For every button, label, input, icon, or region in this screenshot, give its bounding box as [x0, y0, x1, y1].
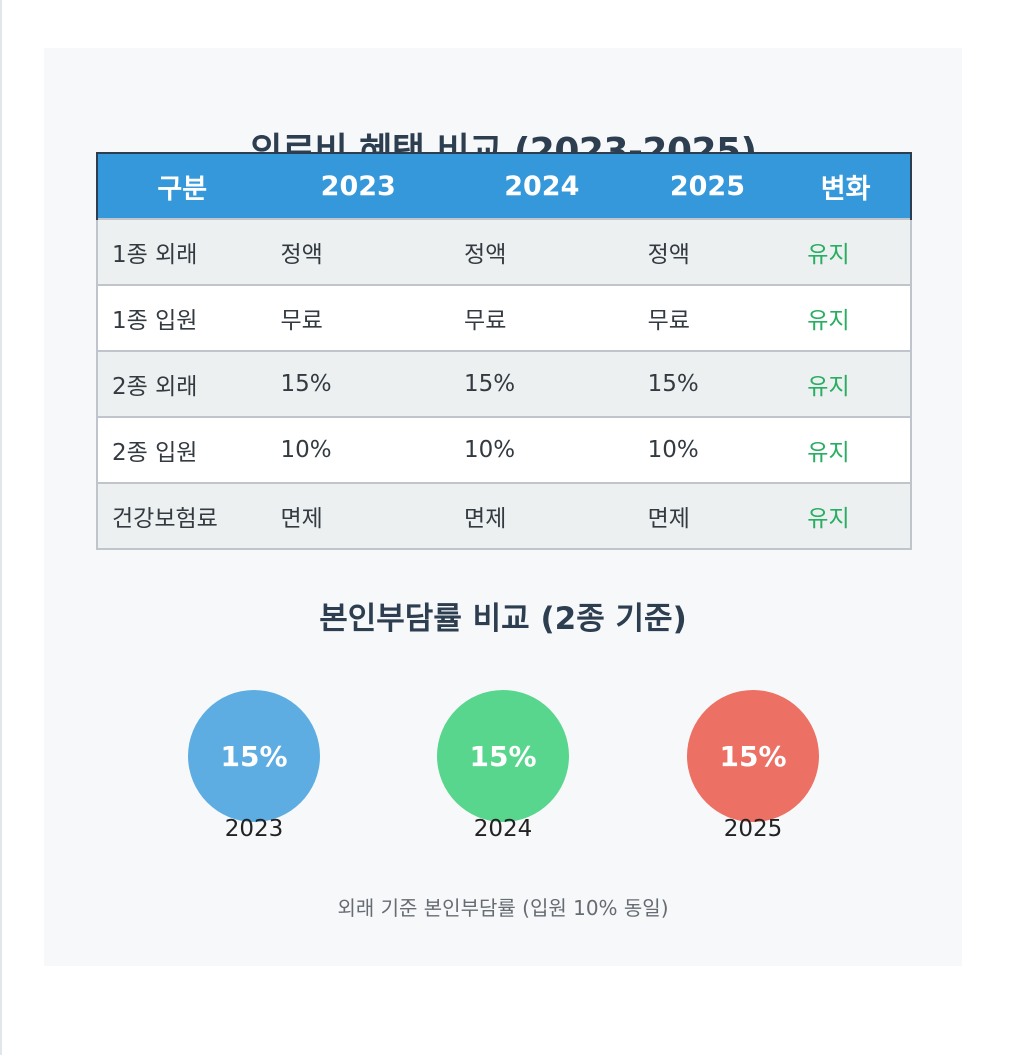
- rate-2024-group: 15% 2024: [437, 690, 569, 842]
- cell-2023: 면제: [266, 482, 451, 550]
- header-category: 구분: [95, 152, 267, 219]
- benefit-table: 구분 2023 2024 2025 변화 1종 외래 정액 정액 정액 유지 1…: [95, 152, 912, 550]
- cell-2025: 15%: [633, 350, 782, 417]
- cell-change: 유지: [781, 416, 912, 483]
- table-row: 2종 외래 15% 15% 15% 유지: [95, 350, 912, 417]
- cell-category: 2종 입원: [95, 416, 267, 483]
- header-change: 변화: [781, 152, 912, 219]
- header-2023: 2023: [266, 152, 451, 219]
- table-header-row: 구분 2023 2024 2025 변화: [95, 152, 912, 219]
- benefit-card: 의료비 혜택 비교 (2023-2025) 구분 2023 2024 2025 …: [44, 48, 962, 966]
- rate-circle-2024: 15%: [437, 690, 569, 822]
- rate-year-2023: 2023: [224, 816, 284, 842]
- cell-change: 유지: [781, 482, 912, 550]
- rate-year-2025: 2025: [723, 816, 783, 842]
- cell-2024: 10%: [450, 416, 634, 483]
- cell-2023: 15%: [266, 350, 451, 417]
- cell-2024: 15%: [450, 350, 634, 417]
- cell-2024: 무료: [450, 284, 634, 351]
- header-2025: 2025: [633, 152, 782, 219]
- cell-2024: 면제: [450, 482, 634, 550]
- cell-2023: 정액: [266, 218, 451, 285]
- cell-2023: 10%: [266, 416, 451, 483]
- cell-change: 유지: [781, 284, 912, 351]
- table-row: 2종 입원 10% 10% 10% 유지: [95, 416, 912, 483]
- cell-2023: 무료: [266, 284, 451, 351]
- cell-2025: 면제: [633, 482, 782, 550]
- cell-2025: 정액: [633, 218, 782, 285]
- table-row: 1종 입원 무료 무료 무료 유지: [95, 284, 912, 351]
- rate-circle-2025: 15%: [687, 690, 819, 822]
- comparison-note: 외래 기준 본인부담률 (입원 10% 동일): [337, 896, 669, 920]
- cell-category: 1종 입원: [95, 284, 267, 351]
- cell-2024: 정액: [450, 218, 634, 285]
- cell-2025: 10%: [633, 416, 782, 483]
- rate-2025-group: 15% 2025: [687, 690, 819, 842]
- cell-category: 1종 외래: [95, 218, 267, 285]
- header-2024: 2024: [450, 152, 634, 219]
- cell-change: 유지: [781, 218, 912, 285]
- comparison-title: 본인부담률 비교 (2종 기준): [319, 601, 687, 637]
- cell-change: 유지: [781, 350, 912, 417]
- cell-2025: 무료: [633, 284, 782, 351]
- cell-category: 건강보험료: [95, 482, 267, 550]
- rate-2023-group: 15% 2023: [188, 690, 320, 842]
- table-row: 건강보험료 면제 면제 면제 유지: [95, 482, 912, 550]
- cell-category: 2종 외래: [95, 350, 267, 417]
- table-row: 1종 외래 정액 정액 정액 유지: [95, 218, 912, 285]
- rate-circle-2023: 15%: [188, 690, 320, 822]
- rate-year-2024: 2024: [473, 816, 533, 842]
